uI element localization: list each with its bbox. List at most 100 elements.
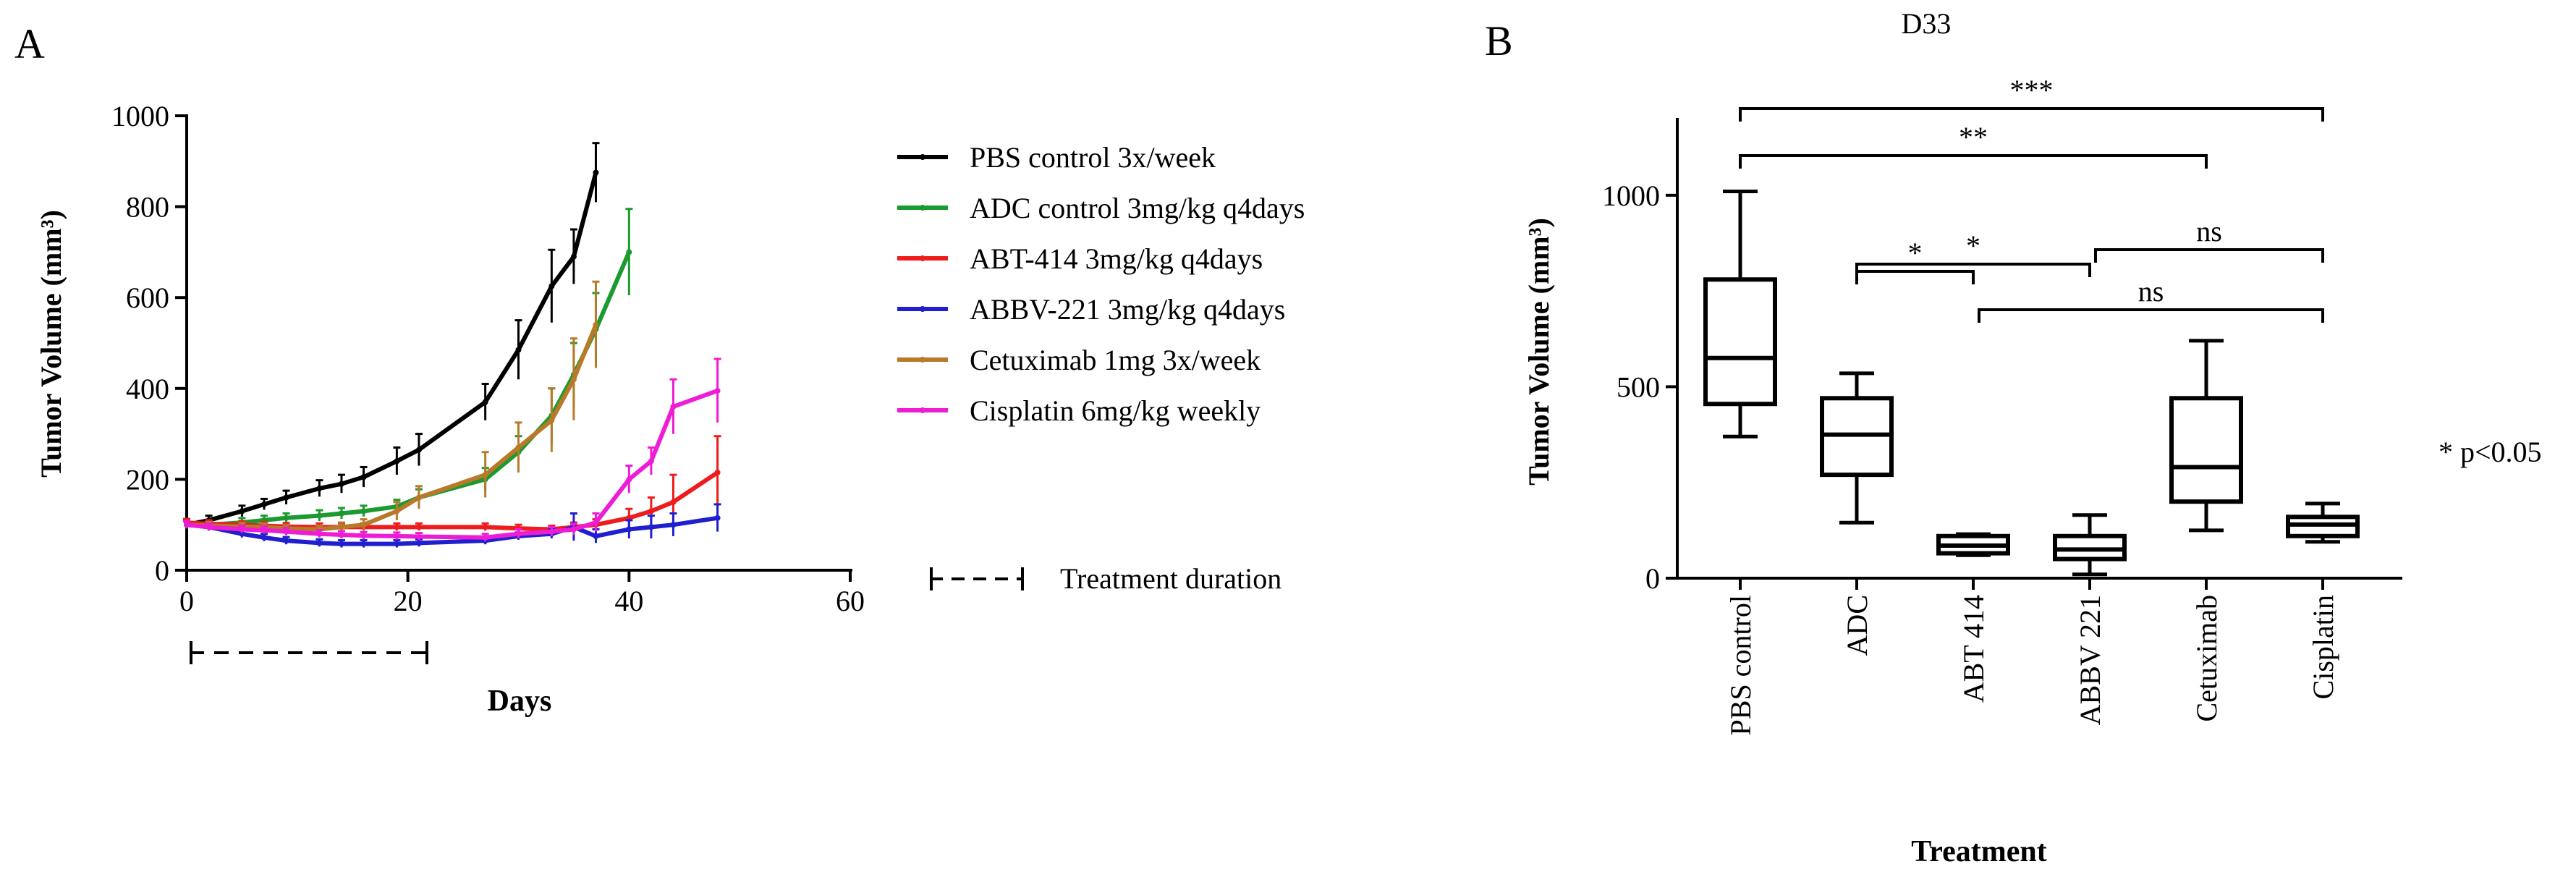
panel-a-y-tick-label: 800	[126, 191, 169, 224]
bracket-line	[1739, 154, 2208, 169]
bracket-line	[1739, 107, 2324, 122]
data-point	[184, 522, 190, 528]
bracket-line	[1855, 270, 1975, 284]
data-point	[360, 474, 367, 480]
data-point	[548, 283, 555, 289]
box-0	[1703, 190, 1777, 590]
data-point	[338, 532, 344, 538]
data-point	[338, 524, 344, 530]
data-point	[394, 541, 400, 547]
data-point	[714, 469, 721, 475]
category-label: Cisplatin	[2307, 595, 2339, 699]
series-0	[183, 142, 600, 529]
panel-b-y-tick-label: 0	[1645, 562, 1660, 595]
data-point	[515, 347, 522, 353]
data-point	[714, 387, 721, 394]
legend-marker	[920, 255, 925, 261]
data-point	[338, 541, 344, 547]
significance-label: **	[1959, 121, 1988, 153]
panel-a-legend: PBS control 3x/week ADC control 3mg/kg q4…	[897, 141, 1305, 427]
panel-b-axes	[1676, 118, 2402, 580]
data-point	[360, 508, 367, 515]
significance-label: *	[1966, 229, 1980, 262]
data-point	[626, 249, 632, 255]
data-point	[648, 458, 654, 465]
data-point	[548, 417, 555, 423]
data-point	[360, 522, 367, 528]
data-point	[394, 524, 400, 530]
data-point	[260, 501, 267, 507]
data-point	[316, 540, 323, 546]
legend-marker	[920, 357, 925, 363]
data-point	[394, 458, 400, 465]
panel-a-x-tick-label: 20	[394, 585, 423, 617]
box-4	[2169, 339, 2243, 590]
panel-a-y-tick-label: 200	[126, 463, 169, 496]
treatment-duration-bar	[190, 641, 428, 664]
significance-bracket: *	[1855, 237, 1975, 284]
box-2	[1936, 532, 2010, 590]
legend-marker	[920, 205, 925, 211]
significance-bracket: ns	[1978, 275, 2324, 323]
panel-b-significance: ****** ns*ns	[1739, 74, 2324, 323]
box-1	[1820, 371, 1894, 590]
panel-a-x-label: Days	[488, 685, 552, 718]
data-point	[670, 499, 677, 505]
category-label: Cetuximab	[2190, 595, 2223, 722]
panel-a-y-tick-label: 0	[155, 554, 169, 587]
data-point	[570, 376, 577, 383]
data-point	[415, 540, 422, 546]
series-line	[186, 172, 598, 528]
significance-bracket: **	[1739, 121, 2208, 169]
data-point	[548, 528, 555, 535]
panel-b-label: B	[1485, 17, 1513, 64]
legend-label: PBS control 3x/week	[970, 141, 1216, 174]
panel-a-axes	[185, 114, 852, 572]
category-label: ABT 414	[1957, 595, 1990, 703]
panel-a-y-tick-label: 600	[126, 281, 169, 314]
data-point	[283, 528, 289, 535]
data-point	[626, 526, 632, 533]
legend-marker	[920, 306, 925, 312]
data-point	[670, 522, 677, 528]
data-point	[415, 494, 422, 501]
data-point	[570, 526, 577, 533]
series-5	[183, 357, 721, 541]
data-point	[593, 321, 599, 328]
box-iqr	[1703, 277, 1777, 407]
data-point	[593, 533, 599, 539]
legend-treatment-duration: Treatment duration	[930, 562, 1281, 595]
series-1	[183, 208, 633, 529]
data-point	[283, 494, 289, 501]
data-point	[316, 530, 323, 537]
legend-treatment-duration-label: Treatment duration	[1060, 562, 1281, 595]
data-point	[626, 476, 632, 483]
data-point	[394, 533, 400, 539]
data-point	[593, 520, 599, 526]
series-line	[186, 323, 598, 532]
panel-a-x-ticks: 0 20 40 60	[179, 570, 865, 617]
panel-a-series	[183, 142, 721, 548]
legend-label: ABBV-221 3mg/kg q4days	[970, 293, 1285, 326]
data-point	[394, 508, 400, 515]
data-point	[338, 510, 344, 517]
panel-b-y-tick-label: 500	[1617, 370, 1660, 403]
panel-b-y-tick-label: 1000	[1602, 179, 1660, 212]
category-label: ABBV 221	[2074, 595, 2106, 725]
data-point	[714, 515, 721, 521]
legend-label: ADC control 3mg/kg q4days	[970, 192, 1305, 224]
category-label: PBS control	[1724, 595, 1757, 735]
significance-label: ns	[2196, 215, 2222, 247]
data-point	[482, 524, 488, 530]
bracket-line	[2094, 248, 2324, 263]
panel-a-y-label: Tumor Volume (mm³)	[35, 210, 67, 478]
legend-marker	[920, 407, 925, 413]
data-point	[260, 534, 267, 541]
data-point	[239, 526, 245, 533]
data-point	[648, 508, 654, 515]
panel-b-x-tick-labels: PBS control ADC ABT 414 ABBV 221 Cetuximab Ci…	[1724, 595, 2339, 735]
panel-b-x-label: Treatment	[1911, 835, 2046, 868]
data-point	[415, 533, 422, 540]
bracket-line	[1978, 308, 2324, 323]
panel-b-footnote: * p<0.05	[2439, 436, 2542, 468]
